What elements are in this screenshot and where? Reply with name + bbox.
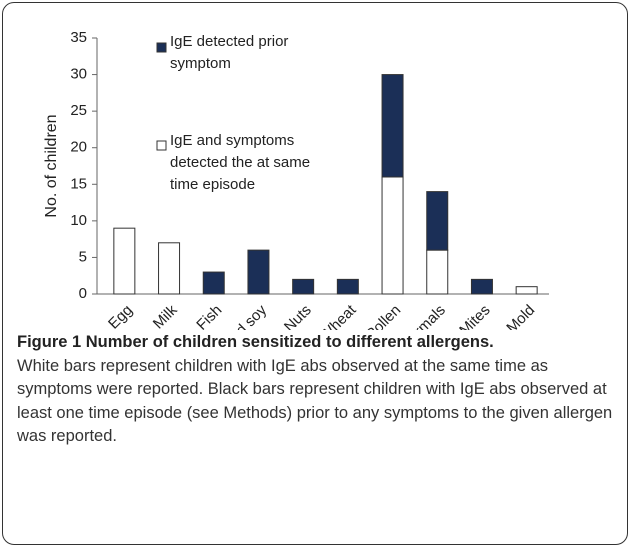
caption-title: Figure 1 Number of children sensitized t… (17, 333, 494, 351)
x-tick-label: Milk (150, 301, 181, 330)
legend-swatch (156, 42, 167, 53)
y-tick-label: 10 (70, 212, 87, 229)
bar (336, 278, 359, 295)
bar (381, 74, 404, 178)
bar (158, 242, 181, 295)
y-axis-title: No. of children (43, 114, 60, 217)
y-tick-label: 25 (70, 102, 87, 119)
bar (381, 176, 404, 295)
y-tick-label: 5 (79, 248, 87, 265)
caption-text: White bars represent children with IgE a… (17, 356, 613, 446)
x-tick-label: Egg (105, 302, 136, 330)
legend-label: IgE and symptoms detected the at same ti… (170, 132, 311, 193)
y-tick-label: 20 (70, 139, 87, 156)
bar (470, 278, 493, 295)
bar (426, 249, 449, 295)
x-tick-label: Pollen (363, 302, 405, 330)
y-tick-label: 30 (70, 66, 87, 83)
figure-frame (2, 2, 628, 545)
y-tick-label: 35 (70, 29, 87, 46)
bar (202, 271, 225, 295)
x-tick-label: Nuts (281, 302, 315, 330)
y-tick-label: 15 (70, 175, 87, 192)
bar (426, 191, 449, 251)
bar (515, 286, 538, 295)
chart: No. of children 0 5 10 15 20 25 30 35 Egg Milk Fis… (43, 29, 549, 330)
bar (247, 249, 270, 295)
legend-swatch (156, 140, 167, 151)
caption: Figure 1 Number of children sensitized t… (17, 331, 623, 449)
y-tick-label: 0 (79, 285, 87, 302)
x-tick-label: Mold (503, 302, 538, 330)
x-tick-label: Wheat (317, 301, 360, 330)
x-tick-label: Fish (193, 302, 225, 330)
legend-label: IgE detected prior symptom (170, 33, 289, 72)
bar (113, 227, 136, 295)
bar (292, 278, 315, 295)
x-tick-label: Mites (456, 302, 493, 330)
